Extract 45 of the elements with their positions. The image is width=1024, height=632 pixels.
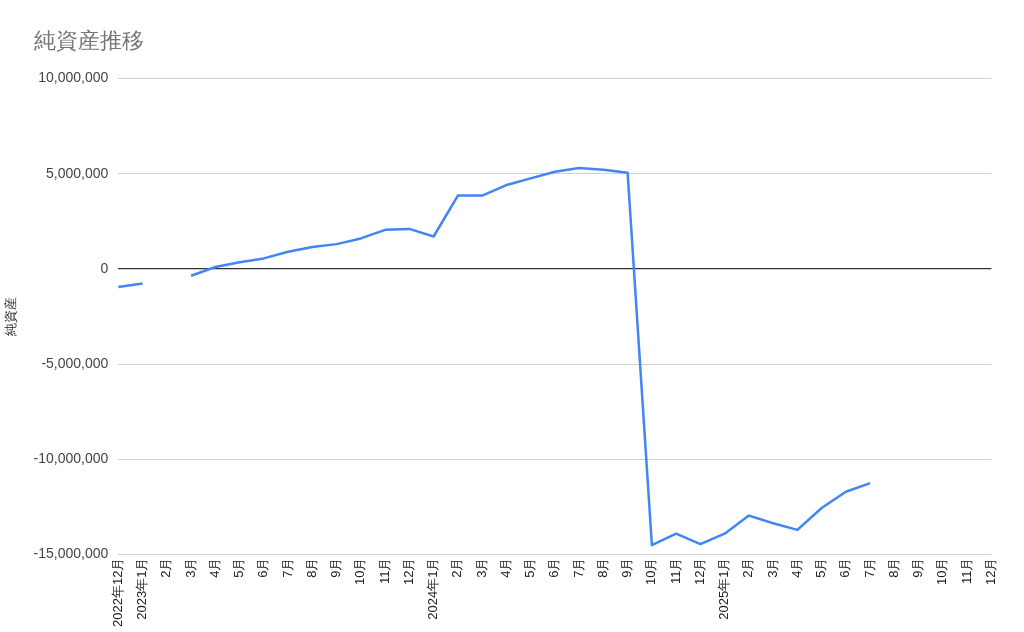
x-tick-label: 10月: [934, 557, 950, 586]
y-tick-label: 5,000,000: [46, 164, 109, 181]
x-tick-label: 10月: [352, 557, 368, 586]
x-tick-label: 9月: [328, 557, 344, 578]
x-tick-label: 2月: [158, 557, 174, 578]
x-tick-label: 9月: [910, 557, 926, 578]
x-tick-label: 12月: [691, 557, 707, 586]
chart-title: 純資産推移: [34, 27, 144, 55]
y-tick-label: -5,000,000: [41, 354, 109, 371]
x-tick-label: 2024年1月: [425, 557, 441, 620]
x-tick-label: 3月: [764, 557, 780, 578]
x-tick-label: 6月: [546, 557, 562, 578]
x-tick-label: 2023年1月: [134, 557, 150, 620]
x-tick-label: 2022年12月: [109, 557, 125, 628]
x-tick-label: 6月: [837, 557, 853, 578]
y-tick-label: 0: [100, 259, 109, 276]
x-tick-label: 7月: [861, 557, 877, 578]
x-tick-label: 2月: [740, 557, 756, 578]
x-tick-label: 12月: [982, 557, 998, 586]
x-tick-label: 4月: [497, 557, 513, 578]
x-tick-label: 8月: [885, 557, 901, 578]
x-tick-label: 8月: [594, 557, 610, 578]
x-tick-label: 8月: [303, 557, 319, 578]
x-tick-label: 5月: [231, 557, 247, 578]
x-tick-label: 7月: [279, 557, 295, 578]
x-tick-label: 3月: [182, 557, 198, 578]
x-tick-label: 4月: [788, 557, 804, 578]
x-tick-label: 11月: [667, 557, 683, 585]
x-tick-label: 10月: [643, 557, 659, 586]
x-tick-label: 5月: [522, 557, 538, 578]
x-tick-label: 12月: [400, 557, 416, 586]
x-tick-label: 6月: [255, 557, 271, 578]
y-axis-title: 純資産: [3, 297, 19, 337]
x-tick-label: 3月: [473, 557, 489, 578]
x-tick-label: 2025年1月: [716, 557, 732, 620]
y-tick-label: 10,000,000: [38, 69, 109, 86]
x-tick-label: 7月: [570, 557, 586, 578]
y-tick-label: -15,000,000: [33, 545, 109, 562]
x-tick-label: 11月: [376, 557, 392, 585]
y-tick-label: -10,000,000: [33, 450, 109, 467]
x-tick-label: 9月: [619, 557, 635, 578]
x-tick-label: 4月: [206, 557, 222, 578]
x-tick-label: 11月: [958, 557, 974, 585]
x-tick-label: 2月: [449, 557, 465, 578]
x-tick-label: 5月: [813, 557, 829, 578]
